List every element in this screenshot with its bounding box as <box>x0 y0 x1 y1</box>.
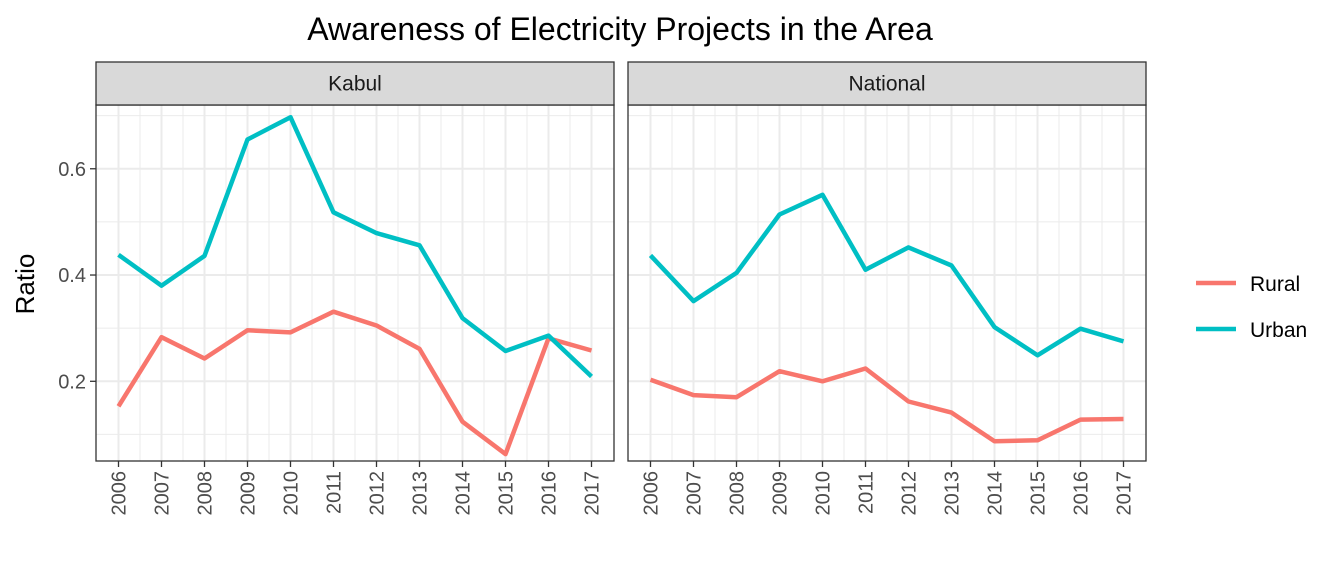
legend: Rural Urban <box>1196 273 1307 342</box>
legend-item-urban: Urban <box>1196 319 1307 342</box>
y-tick-label: 0.4 <box>58 265 86 287</box>
x-tick-label: 2015 <box>1028 471 1050 516</box>
x-tick-label: 2006 <box>109 471 131 516</box>
legend-label: Urban <box>1250 319 1307 342</box>
x-tick-label: 2014 <box>453 471 475 516</box>
x-tick-label: 2009 <box>770 471 792 516</box>
legend-label: Rural <box>1250 273 1300 296</box>
panels-layer: Kabul 2006 2007 2008 2009 2010 2011 2012 2013 201… <box>58 62 1146 516</box>
x-tick-label: 2017 <box>1114 471 1136 516</box>
chart-title: Awareness of Electricity Projects in the… <box>307 11 933 47</box>
x-tick-label: 2007 <box>152 471 174 516</box>
x-tick-label: 2012 <box>367 471 389 516</box>
x-tick-label: 2010 <box>813 471 835 516</box>
facet-strip-label: National <box>848 73 925 96</box>
x-tick-label: 2008 <box>195 471 217 516</box>
x-tick-label: 2008 <box>727 471 749 516</box>
x-tick-label: 2017 <box>582 471 604 516</box>
x-tick-label: 2012 <box>899 471 921 516</box>
x-tick-label: 2009 <box>238 471 260 516</box>
x-tick-label: 2006 <box>641 471 663 516</box>
x-tick-label: 2013 <box>410 471 432 516</box>
facet-strip-label: Kabul <box>328 73 382 96</box>
x-tick-label: 2013 <box>942 471 964 516</box>
facet-panel-kabul: Kabul 2006 2007 2008 2009 2010 2011 2012 2013 201… <box>58 62 614 516</box>
y-tick-label: 0.2 <box>58 371 86 393</box>
y-axis-title: Ratio <box>10 254 40 315</box>
x-tick-label: 2015 <box>496 471 518 516</box>
facet-panel-national: National 2006 2007 2008 2009 2010 2011 2012 2013… <box>628 62 1146 516</box>
x-tick-label: 2014 <box>985 471 1007 516</box>
x-tick-label: 2010 <box>281 471 303 516</box>
x-tick-label: 2016 <box>539 471 561 516</box>
x-tick-label: 2011 <box>324 471 346 514</box>
legend-item-rural: Rural <box>1196 273 1300 296</box>
x-tick-label: 2016 <box>1071 471 1093 516</box>
y-tick-label: 0.6 <box>58 159 86 181</box>
x-tick-label: 2007 <box>684 471 706 516</box>
x-tick-label: 2011 <box>856 471 878 514</box>
